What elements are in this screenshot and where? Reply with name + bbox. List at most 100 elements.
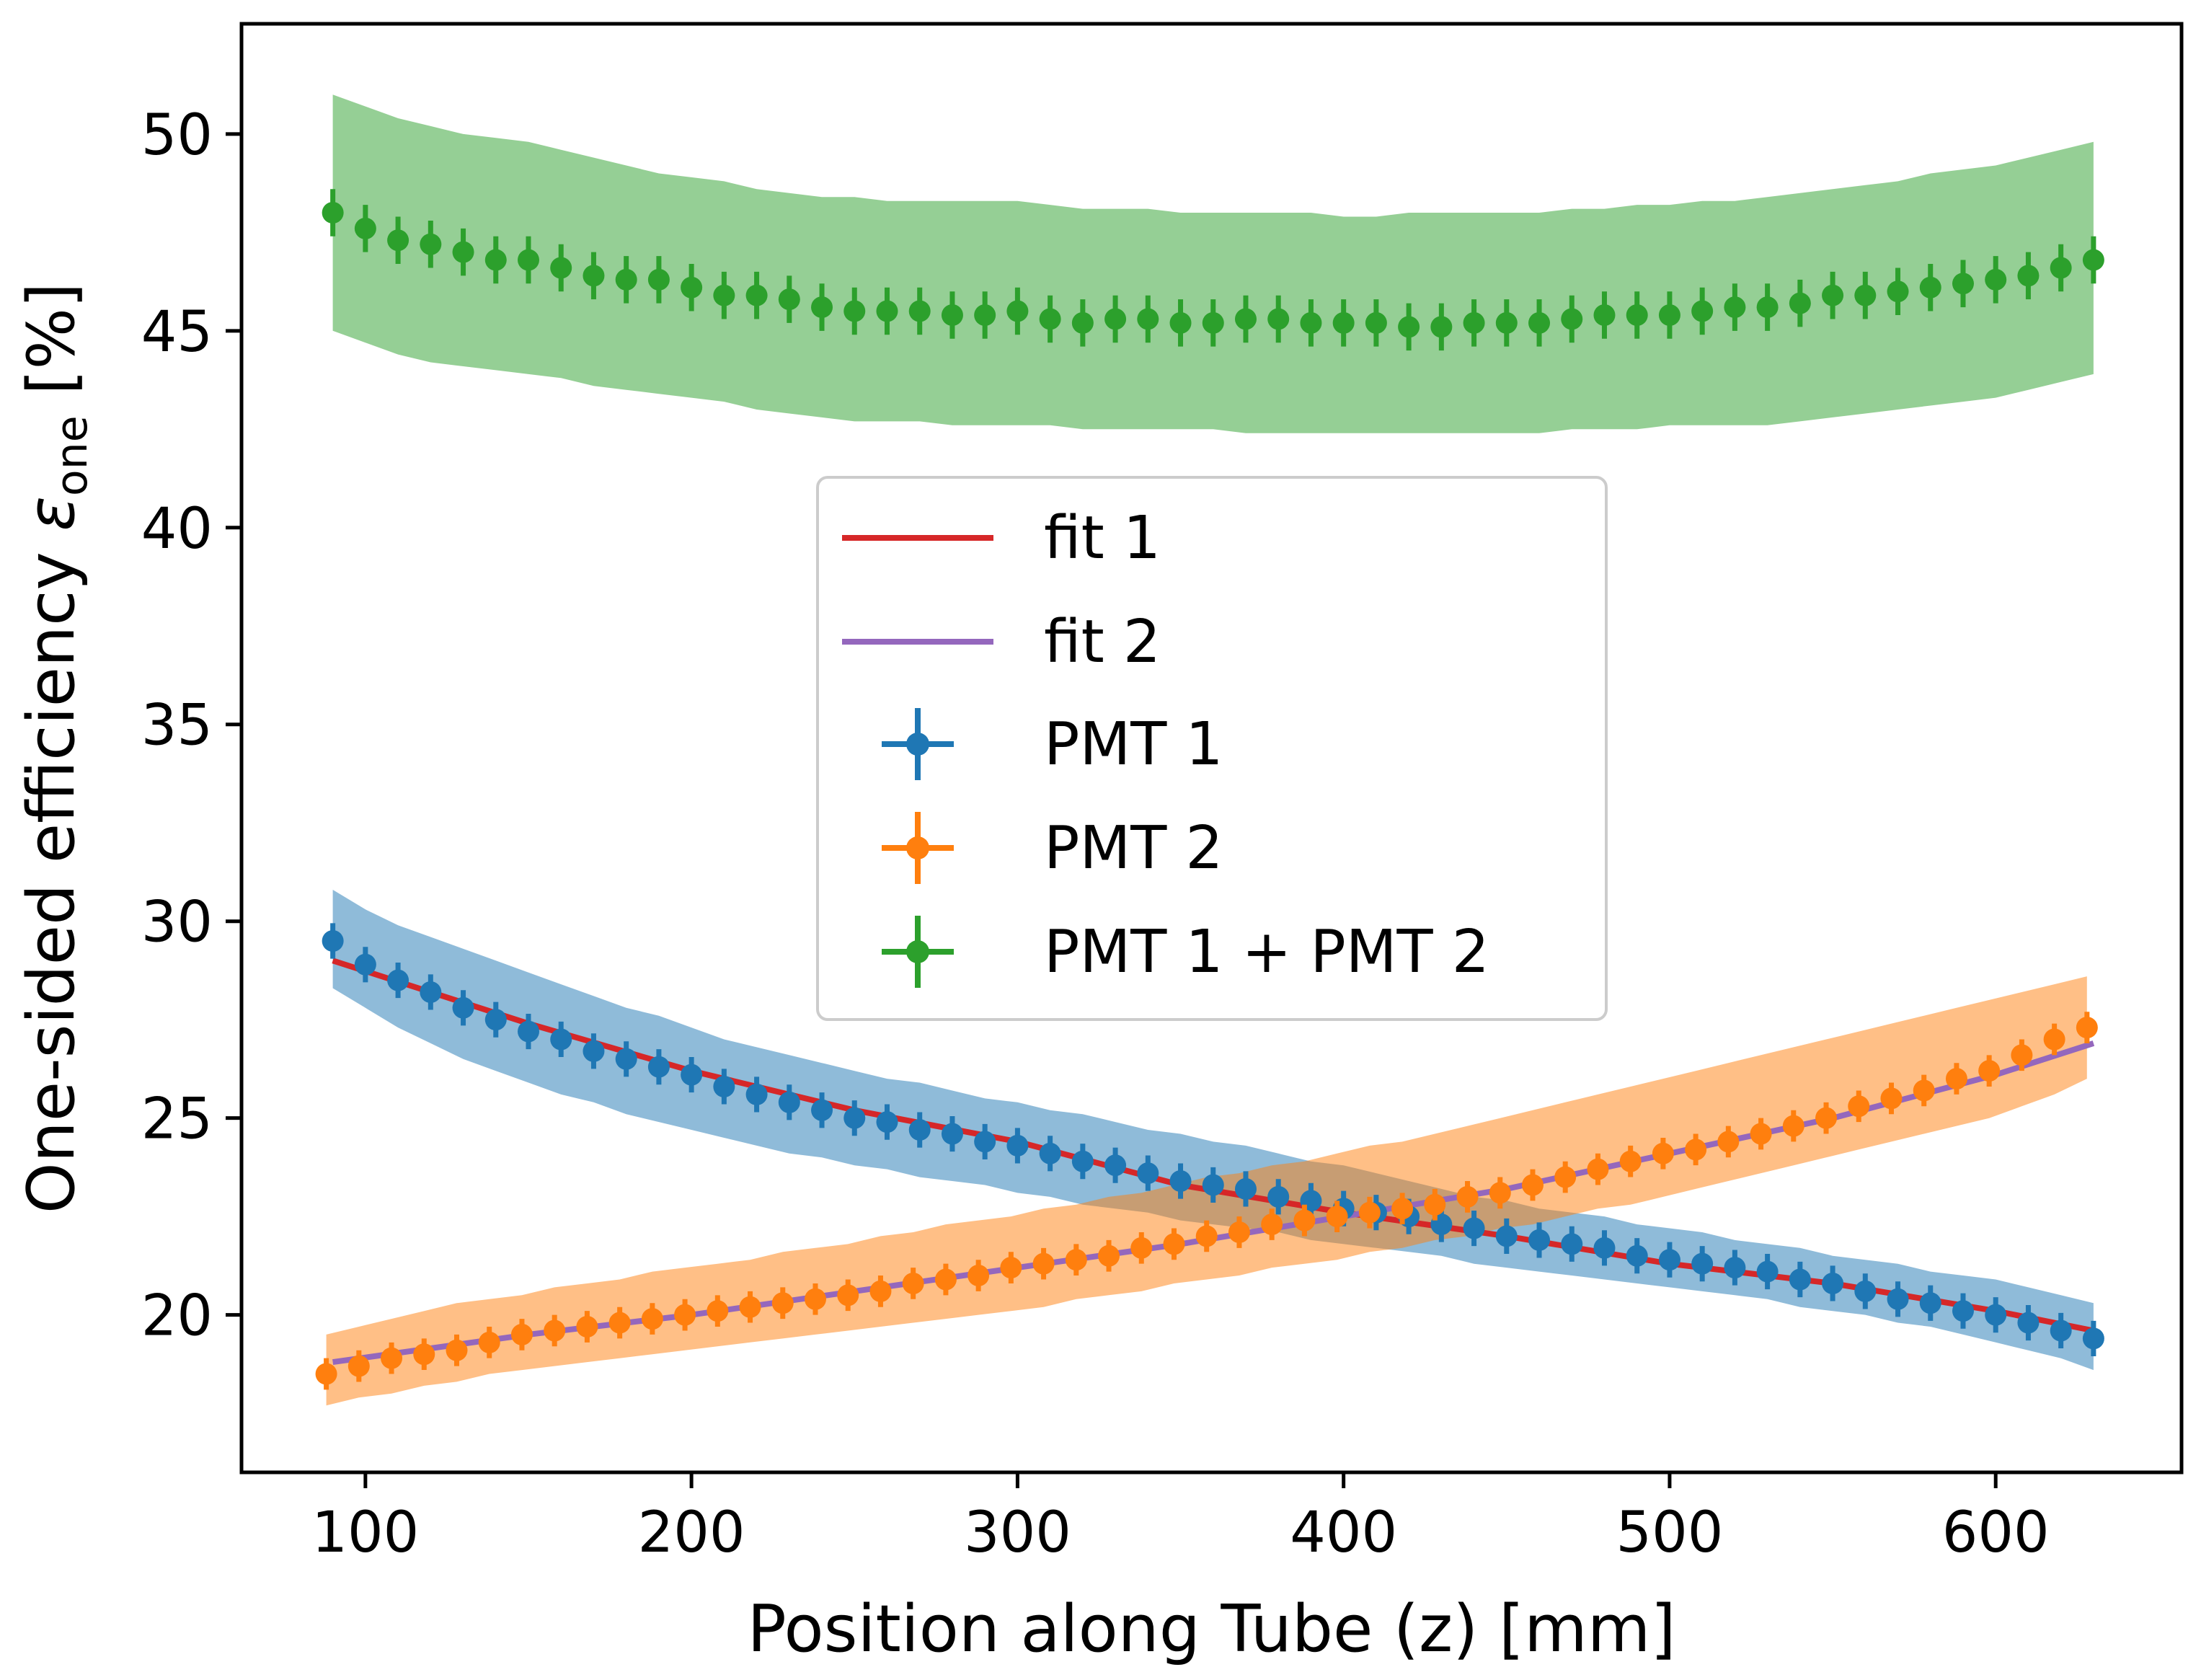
data-point-pmt-sum <box>1528 311 1551 334</box>
x-axis-label: Position along Tube (z) [mm] <box>747 1591 1675 1667</box>
data-point-pmt-sum <box>1332 311 1355 334</box>
data-point-pmt-sum <box>1300 311 1322 334</box>
data-point-pmt-sum <box>1822 284 1844 306</box>
data-point-pmt-2 <box>771 1292 794 1314</box>
data-point-pmt-sum <box>420 233 442 255</box>
data-point-pmt-1 <box>517 1020 539 1043</box>
data-point-pmt-2 <box>576 1316 598 1338</box>
data-point-pmt-sum <box>1561 308 1583 330</box>
data-point-pmt-1 <box>1822 1272 1844 1294</box>
y-axis-label-unit: [%] <box>14 283 89 415</box>
data-point-pmt-sum <box>843 300 866 322</box>
data-point-pmt-2 <box>1717 1131 1740 1153</box>
data-point-pmt-sum <box>1071 311 1094 334</box>
data-point-pmt-1 <box>1724 1257 1746 1279</box>
data-point-pmt-sum <box>745 284 768 306</box>
data-point-pmt-1 <box>1495 1225 1518 1247</box>
data-point-pmt-1 <box>420 981 442 1003</box>
data-point-pmt-2 <box>1685 1139 1707 1161</box>
data-points <box>315 189 2104 1390</box>
data-point-pmt-1 <box>1887 1288 1909 1310</box>
data-point-pmt-sum <box>1919 276 1941 299</box>
data-point-pmt-1 <box>1071 1150 1094 1172</box>
data-point-pmt-2 <box>1652 1142 1674 1164</box>
series-pmt-1 <box>322 923 2104 1356</box>
band-pmt-1 <box>332 890 2094 1371</box>
x-tick-label: 200 <box>638 1500 745 1565</box>
legend-entry-fit-1: fit 1 <box>842 504 1161 572</box>
plot-area-frame <box>239 22 2184 1475</box>
data-point-pmt-sum <box>2017 265 2040 287</box>
data-point-pmt-sum <box>1593 304 1616 326</box>
data-point-pmt-sum <box>1789 292 1811 314</box>
data-point-pmt-1 <box>1952 1300 1974 1322</box>
data-point-pmt-2 <box>1130 1237 1153 1259</box>
legend-box <box>816 476 1608 1021</box>
data-point-pmt-1 <box>1463 1217 1485 1239</box>
data-point-pmt-2 <box>2011 1044 2033 1066</box>
data-point-pmt-sum <box>1365 311 1387 334</box>
data-point-pmt-2 <box>837 1284 859 1307</box>
data-point-pmt-2 <box>1098 1244 1120 1267</box>
data-point-pmt-sum <box>713 284 735 306</box>
data-point-pmt-sum <box>1169 311 1192 334</box>
data-point-pmt-2 <box>347 1355 370 1377</box>
data-point-pmt-sum <box>681 276 703 299</box>
data-point-pmt-1 <box>1234 1177 1257 1200</box>
data-point-pmt-1 <box>1756 1260 1779 1283</box>
legend-entry-pmt-sum: PMT 1 + PMT 2 <box>882 916 1489 988</box>
data-point-pmt-sum <box>2050 257 2072 279</box>
data-point-pmt-sum <box>354 217 376 239</box>
data-point-pmt-2 <box>1065 1249 1087 1271</box>
data-point-pmt-2 <box>804 1288 826 1310</box>
data-point-pmt-1 <box>713 1075 735 1097</box>
y-tick-label: 45 <box>141 300 213 365</box>
data-point-pmt-sum <box>1854 284 1877 306</box>
data-point-pmt-sum <box>941 304 963 326</box>
data-point-pmt-sum <box>1039 308 1061 330</box>
y-tick-label: 20 <box>141 1284 213 1349</box>
data-point-pmt-sum <box>647 268 670 291</box>
data-point-pmt-2 <box>1293 1209 1316 1232</box>
data-point-pmt-sum <box>550 257 572 279</box>
x-tick-label: 300 <box>964 1500 1071 1565</box>
data-point-pmt-sum <box>1202 311 1224 334</box>
data-point-pmt-1 <box>1691 1252 1714 1275</box>
data-point-pmt-2 <box>608 1312 631 1334</box>
data-point-pmt-1 <box>1919 1292 1941 1314</box>
data-point-pmt-2 <box>1228 1221 1250 1243</box>
data-point-pmt-sum <box>1626 304 1648 326</box>
data-point-pmt-sum <box>1398 316 1420 338</box>
data-point-pmt-2 <box>934 1268 957 1291</box>
data-point-pmt-sum <box>1756 296 1779 319</box>
y-axis-label: One-sided efficiency εone [%] <box>14 283 97 1213</box>
data-point-pmt-2 <box>1195 1225 1218 1247</box>
data-point-pmt-2 <box>1358 1201 1381 1224</box>
data-point-pmt-sum <box>876 300 898 322</box>
data-point-pmt-1 <box>2050 1319 2072 1342</box>
legend-label-fit-1: fit 1 <box>1044 504 1161 572</box>
data-point-pmt-sum <box>1887 280 1909 303</box>
data-point-pmt-sum <box>1234 308 1257 330</box>
data-point-pmt-1 <box>615 1048 637 1070</box>
data-point-pmt-sum <box>583 265 605 287</box>
data-point-pmt-1 <box>1006 1134 1029 1157</box>
data-point-pmt-1 <box>354 953 376 976</box>
data-point-pmt-sum <box>452 241 474 263</box>
data-point-pmt-2 <box>2076 1017 2098 1039</box>
data-point-pmt-1 <box>322 930 344 952</box>
axis-ticks: 100 200 300 400 500 600 20 25 30 35 40 45 50 <box>141 103 2050 1565</box>
data-point-pmt-1 <box>1626 1244 1648 1267</box>
data-point-pmt-2 <box>315 1363 337 1385</box>
data-point-pmt-1 <box>908 1119 931 1141</box>
data-point-pmt-1 <box>1267 1185 1290 1208</box>
data-point-pmt-sum <box>908 300 931 322</box>
data-point-pmt-sum <box>1724 296 1746 319</box>
data-point-pmt-1 <box>1854 1280 1877 1302</box>
legend-label-fit-2: fit 2 <box>1044 608 1161 676</box>
data-point-pmt-sum <box>1495 311 1518 334</box>
data-point-pmt-1 <box>1039 1142 1061 1164</box>
axis-labels: Position along Tube (z) [mm] One-sided e… <box>14 283 1676 1667</box>
data-point-pmt-sum <box>1430 316 1453 338</box>
data-point-pmt-2 <box>1782 1115 1804 1137</box>
